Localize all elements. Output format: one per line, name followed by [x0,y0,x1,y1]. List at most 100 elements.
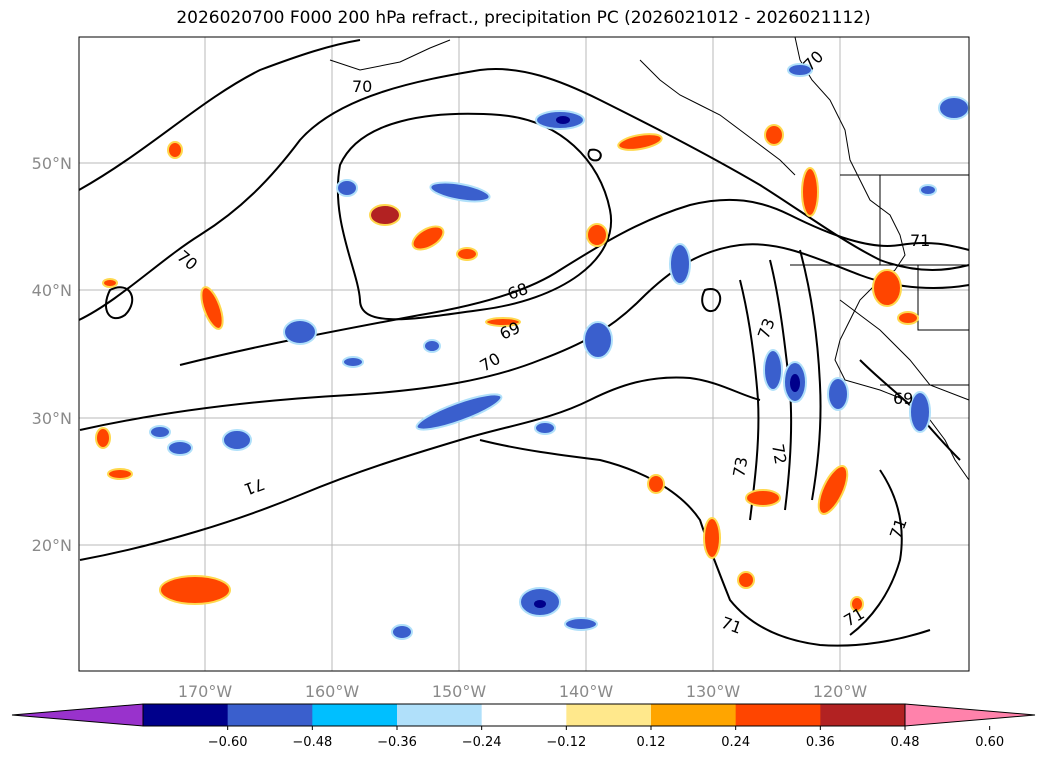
colorbar-extend-left [11,703,144,727]
precip-blob [737,571,755,589]
precip-blob [534,421,556,435]
contour-label: 70 [352,77,372,96]
precip-blob [745,489,781,507]
latitude-labels: 50°N 40°N 30°N 20°N [32,154,72,555]
precip-blob [159,575,231,605]
precip-blob [369,204,401,226]
colorbar-border [142,703,906,727]
precip-positive-blobs [95,124,919,612]
contour-small-loop-3 [587,148,602,162]
precip-blob [764,124,784,146]
colorbar: −0.60 −0.48 −0.36 −0.24 −0.12 0.12 0.24 0.36 0.4… [11,703,1036,750]
colorbar-ticks: −0.60 −0.48 −0.36 −0.24 −0.12 0.12 0.24 0.36 0.4… [208,726,1004,750]
colorbar-tick-label: −0.24 [462,735,502,750]
lat-label-50n: 50°N [32,154,72,173]
colorbar-tick-label: 0.24 [721,735,750,750]
precip-blob [564,617,598,631]
lat-label-30n: 30°N [32,409,72,428]
precip-blob [787,63,813,77]
precip-blob [167,141,183,159]
precip-blob [586,223,608,247]
precip-blob [909,391,931,433]
contour-label: 71 [910,231,930,250]
lat-label-20n: 20°N [32,536,72,555]
precip-blob [283,319,317,345]
contour-small-loop-2 [701,288,722,313]
precip-blob [827,377,849,411]
colorbar-segment [397,704,483,726]
lon-label-140w: 140°W [559,682,614,701]
colorbar-tick-label: 0.12 [637,735,666,750]
precip-blob [429,181,491,203]
colorbar-tick-label: 0.48 [891,735,920,750]
precip-blob [200,286,224,330]
longitude-labels: 170°W 160°W 150°W 140°W 130°W 120°W [178,682,868,701]
contour-70-north [78,39,361,191]
precip-blob [485,317,521,327]
lat-label-40n: 40°N [32,281,72,300]
precip-blob [222,429,252,451]
contour-69-mid [179,198,970,366]
map-title: 2026020700 F000 200 hPa refract., precip… [176,8,871,28]
precip-blob [167,440,193,456]
precip-blob [336,179,358,197]
precip-blob [102,278,118,288]
colorbar-segment [227,704,313,726]
lon-label-160w: 160°W [305,682,360,701]
colorbar-tick-label: 0.36 [806,735,835,750]
precip-blob [938,96,970,120]
contour-label: 72 [768,442,790,465]
precip-blob [149,425,171,439]
precip-blob [415,393,503,431]
precip-blob [872,269,902,307]
lon-label-130w: 130°W [686,682,741,701]
colorbar-segment [566,704,652,726]
lon-label-120w: 120°W [813,682,868,701]
precip-blob [456,247,478,261]
precip-blob [703,517,721,559]
precip-blob [556,116,570,124]
colorbar-tick-label: 0.60 [975,735,1004,750]
map-frame [79,37,969,671]
colorbar-tick-label: −0.60 [208,735,248,750]
precip-blob [411,225,445,251]
precip-negative-blobs [149,63,970,640]
precip-blob [897,311,919,325]
precip-blob [647,474,665,494]
precip-blob [391,624,413,640]
precip-blob [790,374,800,392]
precip-blob [801,167,819,217]
precip-blob [850,596,864,612]
precip-blob [342,356,364,368]
colorbar-segment [651,704,737,726]
colorbar-segments [143,704,906,726]
precip-blob [617,133,663,151]
contour-71-south [79,376,761,561]
aleutian-coast [329,39,451,71]
contour-70-mid [79,243,970,431]
precip-blob [817,465,849,515]
colorbar-segment [143,704,229,726]
colorbar-tick-label: −0.12 [546,735,586,750]
colorbar-tick-label: −0.36 [377,735,417,750]
state-border-2 [839,299,970,401]
colorbar-tick-label: −0.48 [292,735,332,750]
contour-small-loop-1 [105,286,134,320]
colorbar-segment [820,704,906,726]
colorbar-segment [312,704,398,726]
precip-blob [583,321,613,359]
lon-label-150w: 150°W [432,682,487,701]
colorbar-segment [735,704,821,726]
precip-blob [919,184,937,196]
lon-label-170w: 170°W [178,682,233,701]
contour-71-east [849,469,903,636]
alaska-panhandle-coast [639,59,796,176]
precip-blob [763,349,783,391]
refractivity-contours [78,39,970,647]
contour-73-a [739,279,760,521]
precip-blob [669,243,691,285]
contour-label: 69 [893,389,913,408]
map-border [78,36,970,672]
precip-blob [95,427,111,449]
